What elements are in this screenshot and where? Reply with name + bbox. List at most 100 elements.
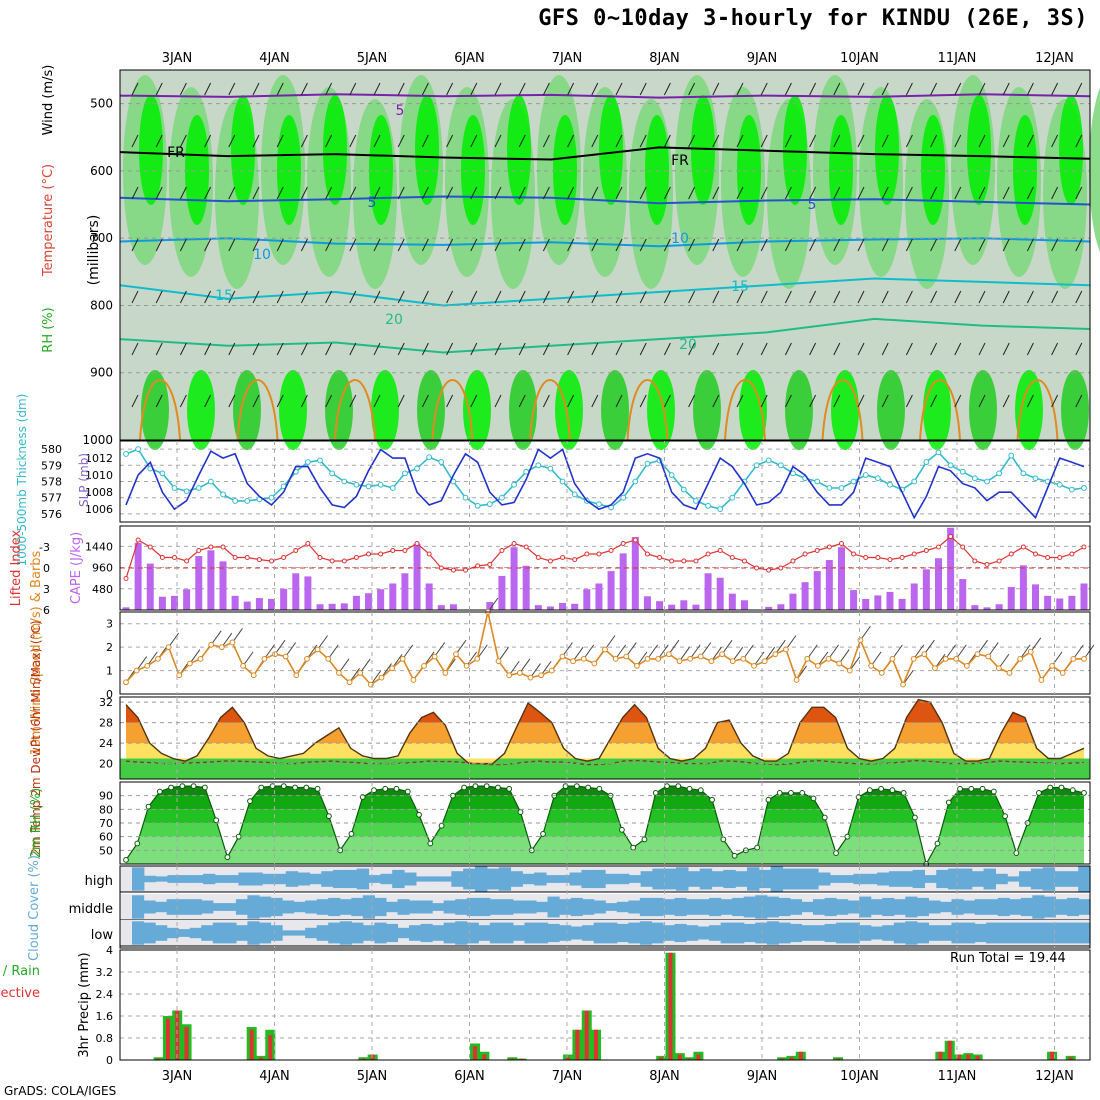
cloud-cover-bar <box>262 873 275 885</box>
cloud-cover-bar <box>270 897 283 917</box>
cloud-cover-bar <box>321 871 334 887</box>
thickness-line-point <box>887 481 893 488</box>
wind-barb <box>1075 186 1083 200</box>
precip-convective-bar <box>519 1058 524 1060</box>
cloud-cover-bar <box>676 867 689 891</box>
wind-barb <box>179 290 187 304</box>
wind-barb <box>542 290 550 304</box>
wind-barb <box>954 238 962 252</box>
cloud-cover-bar <box>605 903 618 911</box>
wind-barb <box>276 134 284 148</box>
cape-bar <box>801 582 809 610</box>
rh-point <box>765 796 772 803</box>
thickness-line-point <box>1020 470 1027 477</box>
cape-bar <box>886 591 894 610</box>
cloud-cover-bar <box>986 899 999 915</box>
wind-barb <box>881 186 889 200</box>
cape-bar <box>728 593 736 610</box>
wind-speed-line-point <box>229 639 236 646</box>
lifted-index-point <box>754 565 760 571</box>
cape-bar <box>255 598 263 610</box>
lifted-index-point <box>414 541 420 546</box>
cloud-cover-bar <box>534 872 547 886</box>
wind-barb <box>542 186 550 200</box>
wind-speed-line-point <box>272 651 278 658</box>
lifted-index-point <box>705 551 711 557</box>
lifted-index-point <box>935 544 941 550</box>
wind-barb <box>881 238 889 252</box>
wind-barb <box>179 238 187 252</box>
cloud-cover-bar <box>766 921 779 945</box>
wind-barb <box>809 134 817 148</box>
lifted-index-point <box>984 562 990 567</box>
thickness-line-point <box>668 472 675 478</box>
lifted-index-point <box>887 557 893 563</box>
cloud-cover-bar <box>628 922 641 944</box>
wind-barb <box>300 186 308 200</box>
rh-band <box>126 786 1084 796</box>
wind-barb <box>1075 290 1083 304</box>
thickness-tick-label: 579 <box>41 459 62 472</box>
wind-barb <box>712 290 720 304</box>
cloud-cover-bar <box>362 925 375 941</box>
precip-convective-bar <box>1050 1051 1055 1060</box>
wind-speed-line-point <box>857 637 864 644</box>
top-day-label: 3JAN <box>162 51 193 66</box>
cloud-cover-bar <box>420 923 433 943</box>
cloud-cover-bar <box>1078 899 1091 915</box>
cloud-cover-bar <box>333 869 346 889</box>
thickness-line-point <box>971 475 978 482</box>
cape-bar <box>486 602 494 610</box>
temp-band-green <box>120 758 1090 779</box>
wind-barb <box>688 238 696 252</box>
precip-convective-bar <box>659 1057 664 1060</box>
rh-core <box>139 95 163 205</box>
lifted-index-point <box>996 558 1002 564</box>
rh-column <box>1089 87 1100 253</box>
wind10m-frame <box>119 611 1091 695</box>
cloud-cover-bar <box>836 922 849 944</box>
temp2m-frame <box>119 696 1091 780</box>
rh-point <box>280 783 287 789</box>
wind-speed-line-point <box>1027 648 1034 655</box>
temp-line <box>125 698 1085 765</box>
wind-barb <box>494 290 502 304</box>
wind-barb <box>1051 394 1059 408</box>
isotherm-label: 15 <box>731 279 749 295</box>
cloud-cover-bar <box>697 899 710 915</box>
lifted-index-point <box>1008 551 1014 557</box>
wind-barb <box>978 186 986 200</box>
bottom-day-label: 3JAN <box>162 1069 193 1084</box>
cloud-cover-bar <box>971 871 985 887</box>
wind-barb <box>833 290 841 304</box>
cloud-cover-bar <box>409 925 422 941</box>
cape-bar <box>607 571 615 610</box>
cape-bar <box>1044 595 1052 610</box>
cloud-cover-bar <box>865 873 878 885</box>
isotherm-line <box>119 93 1091 99</box>
wind-barb <box>639 82 647 96</box>
cloud-cover-bar <box>489 899 502 915</box>
wind-barb <box>736 238 744 252</box>
wind-barb <box>252 82 260 96</box>
rh-core <box>875 95 899 205</box>
wind-barb <box>1002 342 1010 356</box>
bottom-day-label: 8JAN <box>649 1069 680 1084</box>
wind-barb <box>325 134 333 148</box>
rh2m-axis-label: 2m RH (%) <box>29 788 44 859</box>
wind-speed-line-point <box>421 662 427 669</box>
precip-convective-bar <box>687 1058 692 1060</box>
cloud-cover-bar <box>463 868 476 890</box>
cloud-cover-bar <box>1066 897 1080 917</box>
lifted-index-point <box>463 567 469 573</box>
cloud-cover-bar <box>392 869 405 889</box>
cloud-cover-bar <box>1009 899 1022 915</box>
thickness-line-point <box>838 485 845 491</box>
lifted-index-point <box>269 558 275 564</box>
wind-speed-line-point <box>634 662 640 669</box>
precip-tick-label: 0.8 <box>96 1032 114 1045</box>
thickness-line-point <box>814 478 821 485</box>
wind-barb <box>615 394 623 408</box>
wind-speed-line-point <box>665 651 672 658</box>
wind-barb <box>833 82 841 96</box>
